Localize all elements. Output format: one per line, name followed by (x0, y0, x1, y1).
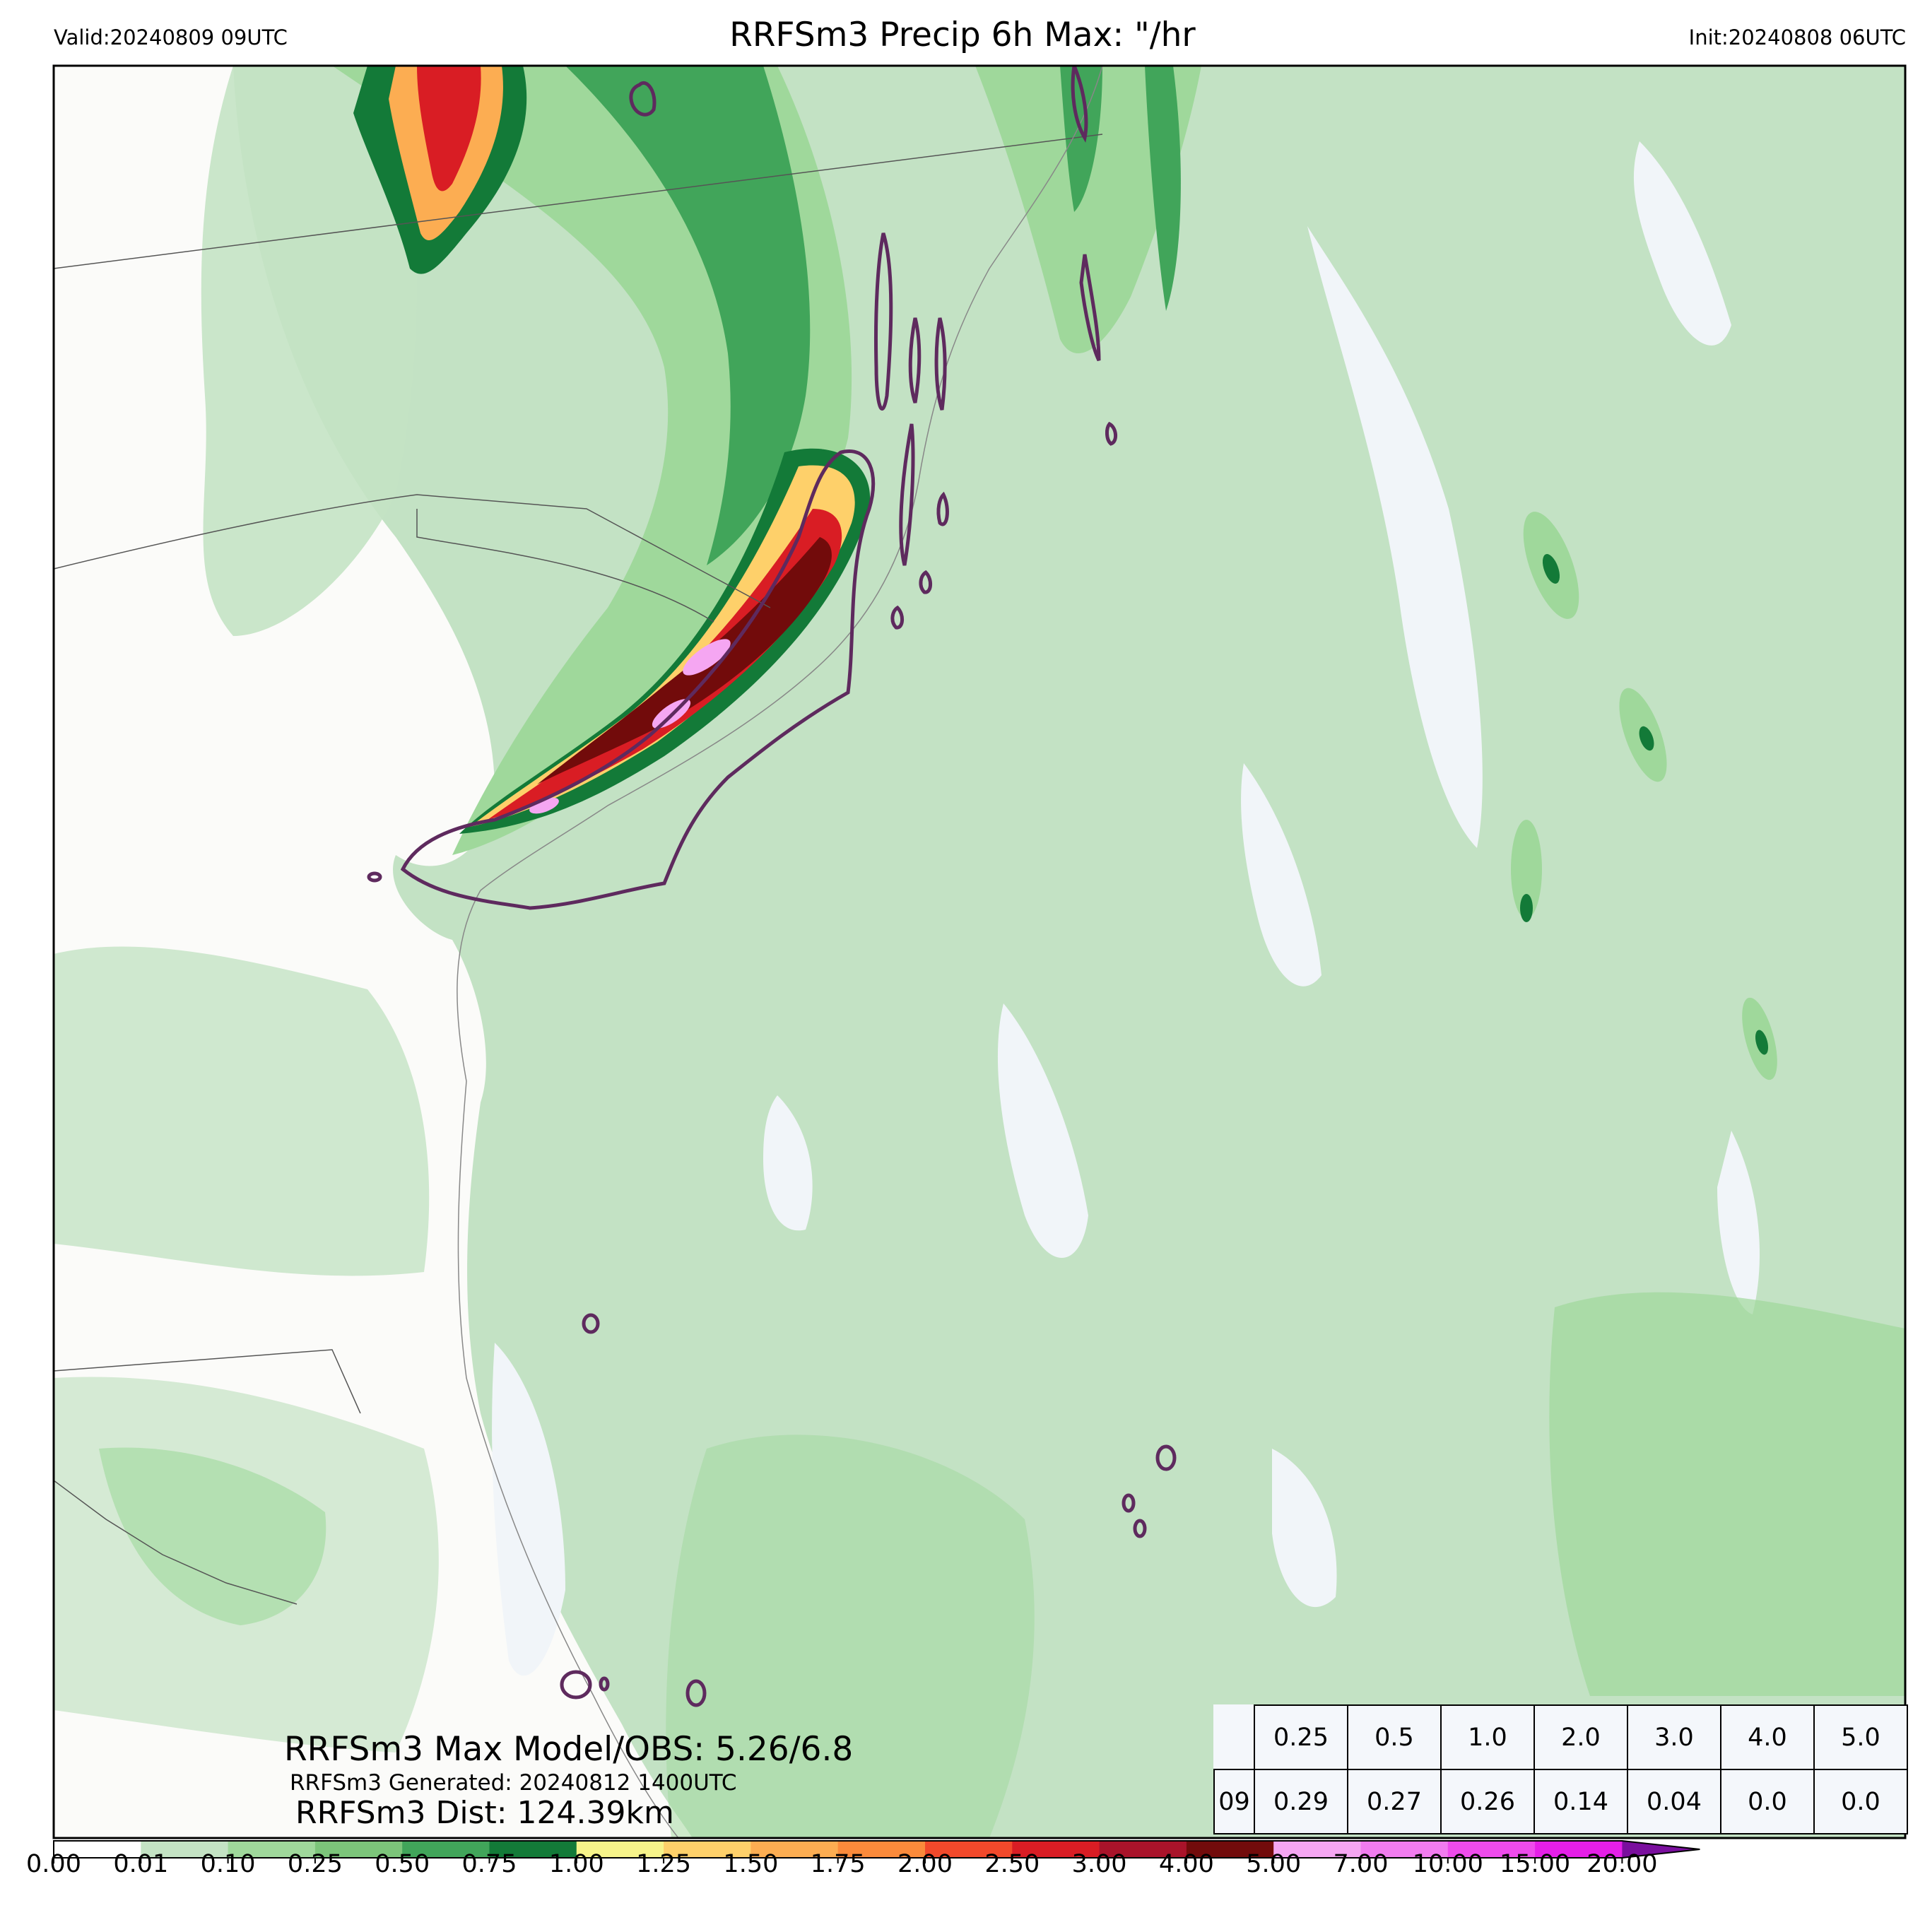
rain-stripe (1145, 66, 1181, 311)
rain-cell (1511, 820, 1542, 919)
ocean-gap (763, 1095, 813, 1231)
map-title: RRFSm3 Precip 6h Max: "/hr (729, 16, 1196, 54)
rain-cell (1639, 726, 1654, 751)
rain-shield-dark (565, 66, 811, 565)
value-cell: 0.14 (1533, 1769, 1628, 1834)
rain-band-ne (975, 66, 1201, 353)
heavy-core (529, 797, 559, 814)
colorbar-tick-label: 7.00 (1333, 1850, 1389, 1878)
coastline (457, 66, 1103, 1838)
colorbar-tick-label: 5.00 (1246, 1850, 1302, 1878)
colorbar-extend-arrow (1622, 1841, 1700, 1858)
colorbar-tick-label: 4.00 (1158, 1850, 1214, 1878)
value-cell: 0.04 (1627, 1769, 1721, 1834)
land-precip-light (201, 66, 417, 636)
colorbar-tick-label: 10.00 (1412, 1850, 1483, 1878)
value-cell: 0.0 (1813, 1769, 1908, 1834)
state-borders (54, 134, 1103, 1605)
colorbar-tick-label: 0.10 (200, 1850, 256, 1878)
colorbar-segment (1186, 1841, 1274, 1858)
land-precip-mid-sw (99, 1447, 326, 1625)
rain-stripe (1060, 66, 1102, 212)
colorbar-tick-label: 0.50 (375, 1850, 430, 1878)
colorbar-segment (314, 1841, 403, 1858)
colorbar-segment (489, 1841, 577, 1858)
colorbar-tick-label: 2.00 (897, 1850, 953, 1878)
colorbar-tick-label: 1.75 (810, 1850, 866, 1878)
threshold-cell: 3.0 (1627, 1704, 1721, 1770)
colorbar-tick-label: 0.00 (26, 1850, 81, 1878)
colorbar-tick-label: 2.50 (984, 1850, 1040, 1878)
ocean-gap (1717, 1131, 1760, 1314)
colorbar-segment (402, 1841, 490, 1858)
map-frame (52, 64, 1907, 1839)
colorbar (53, 1840, 1700, 1863)
threshold-value-row: 09 0.29 0.27 0.26 0.14 0.04 0.0 0.0 (1213, 1769, 1908, 1834)
colorbar-tick-label: 1.25 (636, 1850, 692, 1878)
value-cell: 0.0 (1720, 1769, 1815, 1834)
colorbar-tick-label: 0.75 (461, 1850, 517, 1878)
colorbar-tick-label: 1.50 (723, 1850, 779, 1878)
threshold-cell: 5.0 (1813, 1704, 1908, 1770)
colorbar-tick-label: 0.25 (287, 1850, 343, 1878)
colorbar-segment (837, 1841, 926, 1858)
rain-area-se (1549, 1292, 1905, 1696)
threshold-stats-table: 0.25 0.5 1.0 2.0 3.0 4.0 5.0 09 0.29 0.2… (1213, 1704, 1908, 1834)
colorbar-tick-label: 1.00 (548, 1850, 604, 1878)
rain-cell (1755, 1030, 1769, 1055)
heavy-core (683, 639, 731, 676)
threshold-cell: 0.25 (1254, 1704, 1348, 1770)
ocean-gap (1633, 141, 1731, 346)
value-cell: 0.26 (1440, 1769, 1535, 1834)
rain-area-s (666, 1435, 1035, 1838)
value-cell: 0.27 (1347, 1769, 1442, 1834)
colorbar-segment (1012, 1841, 1100, 1858)
valid-time-label: Valid:20240809 09UTC (54, 25, 288, 49)
ocean-gap (1241, 763, 1321, 986)
heavy-band-yellow (470, 465, 855, 827)
colorbar-frame (53, 1840, 1700, 1859)
colorbar-segment (750, 1841, 839, 1858)
nw-cell-red (417, 66, 481, 192)
colorbar-segment (54, 1841, 141, 1858)
threshold-cell: 0.5 (1347, 1704, 1442, 1770)
colorbar-segment (228, 1841, 316, 1858)
colorbar-segment (1535, 1841, 1623, 1858)
rain-cell (1520, 894, 1533, 922)
rain-cell (1542, 554, 1560, 584)
value-cell: 0.29 (1254, 1769, 1348, 1834)
colorbar-tick-label: 3.00 (1071, 1850, 1127, 1878)
map-field (54, 66, 1905, 1838)
colorbar-segment (1273, 1841, 1361, 1858)
ocean-gap (1272, 1449, 1337, 1608)
ocean-gap (492, 1343, 565, 1676)
colorbar-segment (141, 1841, 229, 1858)
init-time-label: Init:20240808 06UTC (1688, 25, 1906, 49)
colorbar-segment (1360, 1841, 1449, 1858)
colorbar-segment (576, 1841, 664, 1858)
max-model-obs-label: RRFSm3 Max Model/OBS: 5.26/6.8 (284, 1730, 854, 1769)
ocean-gap (997, 1003, 1088, 1258)
heavy-band-dark (537, 537, 832, 784)
threshold-cell: 4.0 (1720, 1704, 1815, 1770)
colorbar-tick-label: 20.00 (1586, 1850, 1658, 1878)
colorbar-tick-label: 15.00 (1499, 1850, 1571, 1878)
row-label-cell: 09 (1213, 1769, 1255, 1834)
table-corner (1214, 1705, 1254, 1769)
distance-label: RRFSm3 Dist: 124.39km (295, 1795, 674, 1831)
threshold-cell: 1.0 (1440, 1704, 1535, 1770)
colorbar-segment (1099, 1841, 1187, 1858)
ocean-gap (1307, 226, 1483, 848)
obs-contours (367, 66, 1177, 1707)
colorbar-segment (664, 1841, 751, 1858)
colorbar-tick-label: 0.01 (113, 1850, 169, 1878)
threshold-cell: 2.0 (1533, 1704, 1628, 1770)
colorbar-segment (1447, 1841, 1536, 1858)
colorbar-segment (925, 1841, 1013, 1858)
land-precip-light-south (54, 946, 430, 1276)
threshold-header-row: 0.25 0.5 1.0 2.0 3.0 4.0 5.0 (1214, 1704, 1908, 1770)
heavy-band-red (488, 509, 842, 820)
generated-label: RRFSm3 Generated: 20240812 1400UTC (290, 1770, 737, 1796)
